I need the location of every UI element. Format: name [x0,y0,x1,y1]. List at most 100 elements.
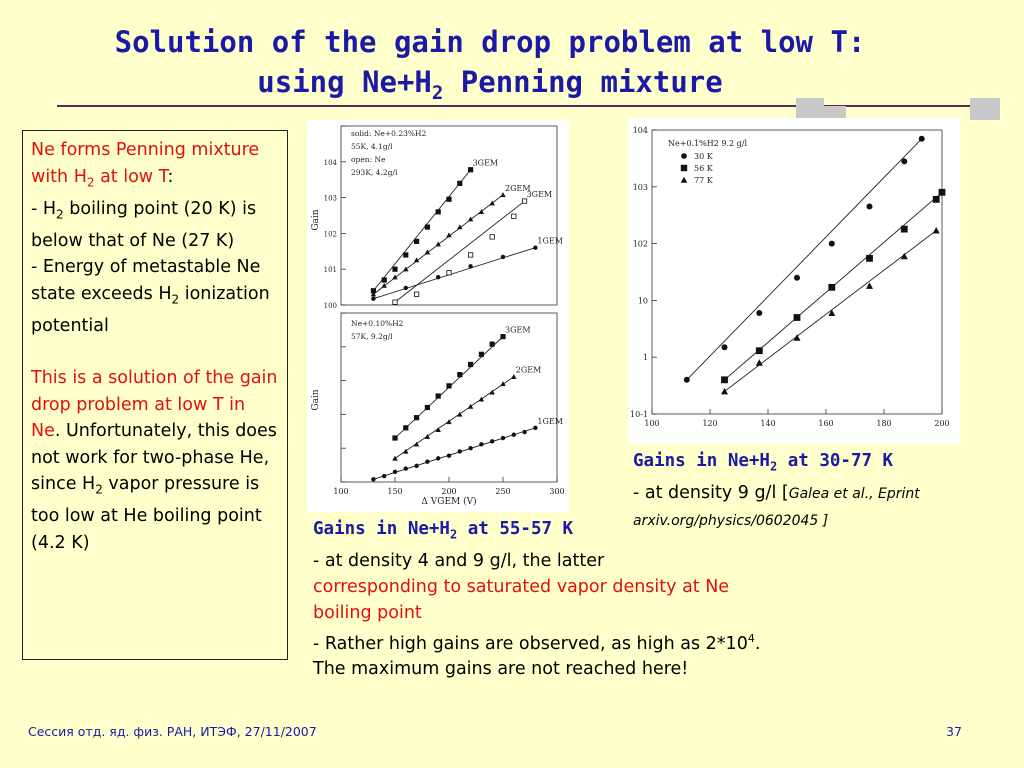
data-point [683,376,690,383]
text: - Rather high gains are observed, as hig… [313,633,748,654]
data-point [794,274,800,281]
data-point [533,425,538,431]
legend-text: Ne+0.10%H2 [351,319,404,328]
text: Unfortunately, this does not work for tw… [31,421,277,494]
data-point [467,252,474,258]
title-part: Penning mixture [443,65,723,99]
subscript: 2 [171,292,180,306]
data-point [828,283,836,291]
data-point [425,459,430,464]
data-point [828,240,835,247]
x-tick-label: 160 [818,419,833,428]
data-point [918,135,925,142]
series-label: 3GEM [473,159,499,168]
data-point [932,227,940,234]
data-point [468,264,473,269]
series-line [373,169,471,292]
title-part: using Ne+H [257,65,432,99]
text: . The maximum gains are not reached here… [313,633,761,680]
data-point [500,254,506,260]
data-point [446,453,452,458]
caption-heading: Gains in Ne+H2 at 55-57 K [313,516,773,548]
series-line [686,138,923,381]
data-point [392,274,398,280]
gain-plot-30-77k: 10-1 1 10 102 103 104 100 120 140 160 180 200 Ne+0.1… [628,118,960,444]
data-point [381,277,387,283]
data-point [446,383,452,389]
data-point [721,376,728,384]
data-point [755,359,763,366]
data-point [414,238,420,244]
data-point [755,347,763,355]
x-tick-label: 200 [934,419,949,428]
summary-box: Ne forms Penning mixture with H2 at low … [22,130,288,660]
title-line-1: Solution of the gain drop problem at low… [114,25,866,59]
text: Gains in Ne+H [313,519,450,539]
data-point [522,429,527,435]
gain-plot-svg: 10-1 1 10 102 103 104 100 120 140 160 180 200 Ne+0.1… [630,126,950,428]
y-tick-label: 10 [638,296,648,305]
data-point [500,192,506,197]
legend-entry: 30 K [694,152,714,161]
text: - Energy of metastable Ne state exceeds … [31,257,261,304]
data-point [900,225,908,233]
text: - H [31,198,57,219]
caption-heading: Gains in Ne+H2 at 30-77 K [633,448,963,480]
data-point [932,196,940,203]
data-point [381,282,387,288]
y-axis-label: Gain [311,209,321,230]
caption-30-77k: Gains in Ne+H2 at 30-77 K - at density 9… [633,448,963,534]
subscript: 2 [86,175,95,189]
data-point [756,310,763,317]
data-point [435,209,441,215]
data-point [467,403,474,409]
page-number: 37 [946,724,962,739]
data-point [392,266,398,272]
text: : [167,166,174,187]
x-tick-label: 300 [549,487,564,496]
data-point [403,448,409,454]
data-point [467,361,474,368]
highlight-text: This is a solution of the gain drop prob… [31,368,278,441]
data-point [457,411,463,417]
plot-frame [651,129,943,415]
series-label: 3GEM [505,326,531,335]
data-point [392,435,398,441]
subscript: 2 [449,527,458,542]
data-point [413,441,420,447]
series-label: 2GEM [505,184,531,193]
data-point [511,213,517,219]
text: Ne forms Penning mixture with H [31,140,260,187]
text: - at density 9 g/l [ [633,482,789,503]
data-point [414,415,420,421]
data-point [468,446,473,451]
x-tick-label: 140 [760,419,775,428]
legend-entry: 77 K [694,176,714,185]
data-point [424,433,431,439]
subscript: 2 [56,207,64,221]
data-point [457,372,463,378]
legend-text: 293K, 4.2g/l [351,168,398,177]
data-point [436,274,441,280]
x-tick-label: 120 [702,419,717,428]
series-line [394,200,525,303]
superscript: 4 [747,631,755,645]
data-point [371,477,376,482]
legend-text: solid: Ne+0.23%H2 [351,129,427,138]
y-tick-label: 102 [324,230,337,238]
data-point [793,314,801,321]
text: at low T [94,166,168,187]
series-label: 1GEM [537,237,563,246]
footer-text: Сессия отд. яд. физ. РАН, ИТЭФ, 27/11/20… [28,724,317,739]
data-point [680,176,688,183]
x-tick-label: 150 [387,487,402,496]
decor-square [796,98,824,120]
data-point [403,266,409,272]
data-point [793,334,801,341]
text: . [54,421,61,441]
series-label: 3GEM [527,190,553,199]
title-underline [57,105,987,107]
data-point [435,427,441,433]
y-tick-label: 102 [633,240,648,249]
